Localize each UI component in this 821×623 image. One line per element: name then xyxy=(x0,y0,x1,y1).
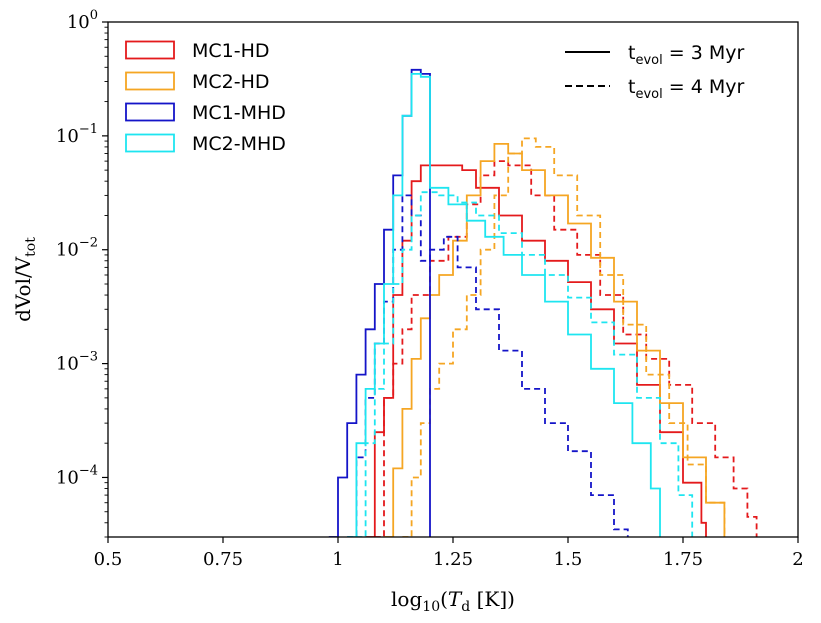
series-layer xyxy=(328,68,758,537)
y-tick-label: 100 xyxy=(67,8,98,33)
y-axis-label: dVol/Vtot xyxy=(11,237,39,322)
series-mc1-mhd-dashed xyxy=(347,194,629,537)
series-mc1-hd-dashed xyxy=(374,160,758,537)
legend-label: MC2-HD xyxy=(192,71,270,93)
x-tick-label: 0.5 xyxy=(94,549,123,570)
y-tick-label: 10−2 xyxy=(56,236,98,261)
x-tick-label: 2 xyxy=(792,549,803,570)
x-axis: 0.5 0.75 1 1.25 1.5 1.75 2 xyxy=(94,537,804,570)
legend-swatch xyxy=(125,133,175,153)
series-mc2-hd-solid xyxy=(384,143,726,537)
legend-time-label: tevol = 3 Myr xyxy=(628,42,744,68)
legend-label: MC1-MHD xyxy=(192,102,286,124)
x-tick-label: 1.5 xyxy=(554,549,583,570)
legend-swatch xyxy=(125,102,175,122)
legend-time-label: tevol = 4 Myr xyxy=(628,76,744,102)
y-tick-label: 10−4 xyxy=(56,463,98,488)
series-mc1-mhd-solid xyxy=(328,68,431,537)
legend-label: MC1-HD xyxy=(192,40,270,62)
series-mc2-hd-dashed xyxy=(402,137,726,537)
legend-label: MC2-MHD xyxy=(192,133,286,155)
series-legend: MC1-HD MC2-HD MC1-MHD MC2-MHD xyxy=(125,40,286,155)
y-axis: 10−4 10−3 10−2 10−1 100 xyxy=(56,8,108,538)
legend-swatch xyxy=(125,40,175,60)
legend-swatch xyxy=(125,71,175,91)
x-tick-label: 0.75 xyxy=(203,549,243,570)
y-tick-label: 10−1 xyxy=(56,122,98,147)
x-tick-label: 1.25 xyxy=(433,549,473,570)
plot-frame xyxy=(107,21,799,538)
time-legend: tevol = 3 Myr tevol = 4 Myr xyxy=(565,42,744,102)
series-mc2-mhd-dashed xyxy=(356,191,694,537)
x-tick-label: 1.75 xyxy=(663,549,703,570)
y-tick-label: 10−3 xyxy=(56,350,98,375)
x-axis-label: log10(Td [K]) xyxy=(391,587,515,615)
x-tick-label: 1 xyxy=(332,549,343,570)
